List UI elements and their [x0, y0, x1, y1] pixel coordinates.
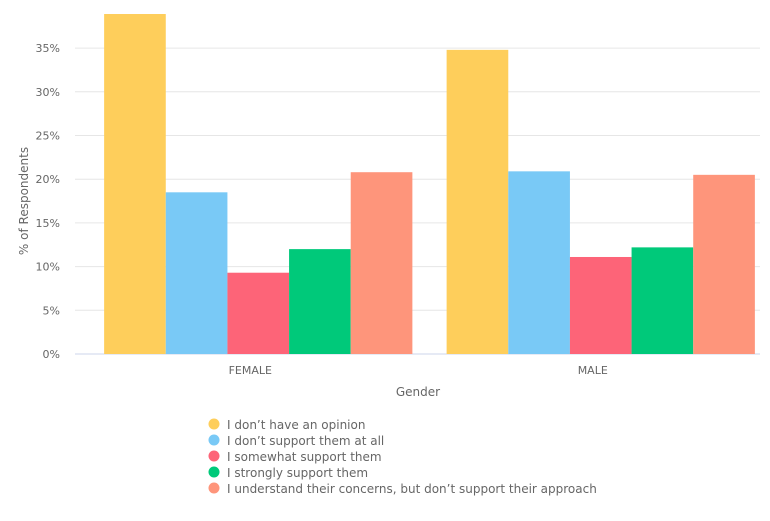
legend-marker — [208, 434, 220, 446]
bar-male-1 — [508, 171, 570, 354]
bar-female-2 — [227, 272, 290, 354]
bar-female-4 — [350, 172, 413, 354]
legend: I don’t have an opinion I don’t support t… — [208, 418, 597, 496]
legend-item: I somewhat support them — [227, 450, 382, 464]
x-tick-label: MALE — [578, 364, 608, 377]
legend-item: I understand their concerns, but don’t s… — [227, 482, 597, 496]
bars — [104, 14, 755, 355]
legend-marker — [208, 482, 220, 494]
bar-male-0 — [446, 49, 509, 355]
y-tick-label: 20% — [36, 173, 60, 186]
legend-marker — [208, 418, 220, 430]
y-tick-label: 0% — [43, 348, 60, 361]
x-axis-label: Gender — [396, 385, 440, 399]
legend-item: I don’t support them at all — [227, 434, 384, 448]
bar-male-3 — [631, 247, 694, 354]
bar-female-0 — [104, 14, 166, 354]
legend-marker — [208, 466, 220, 478]
bar-female-1 — [165, 192, 228, 354]
y-tick-label: 15% — [36, 217, 60, 230]
x-axis-ticks: FEMALE MALE — [229, 364, 608, 377]
y-tick-label: 10% — [36, 261, 60, 274]
bar-male-4 — [693, 174, 755, 354]
y-tick-label: 5% — [43, 304, 60, 317]
bar-male-2 — [569, 256, 632, 354]
bar-female-3 — [289, 249, 351, 354]
legend-item: I strongly support them — [227, 466, 368, 480]
y-tick-label: 30% — [36, 86, 60, 99]
legend-item: I don’t have an opinion — [227, 418, 365, 432]
y-axis-ticks: 0% 5% 10% 15% 20% 25% 30% 35% — [36, 42, 60, 361]
y-tick-label: 35% — [36, 42, 60, 55]
x-tick-label: FEMALE — [229, 364, 272, 377]
legend-marker — [208, 450, 220, 462]
y-axis-label: % of Respondents — [17, 147, 31, 255]
y-tick-label: 25% — [36, 130, 60, 143]
